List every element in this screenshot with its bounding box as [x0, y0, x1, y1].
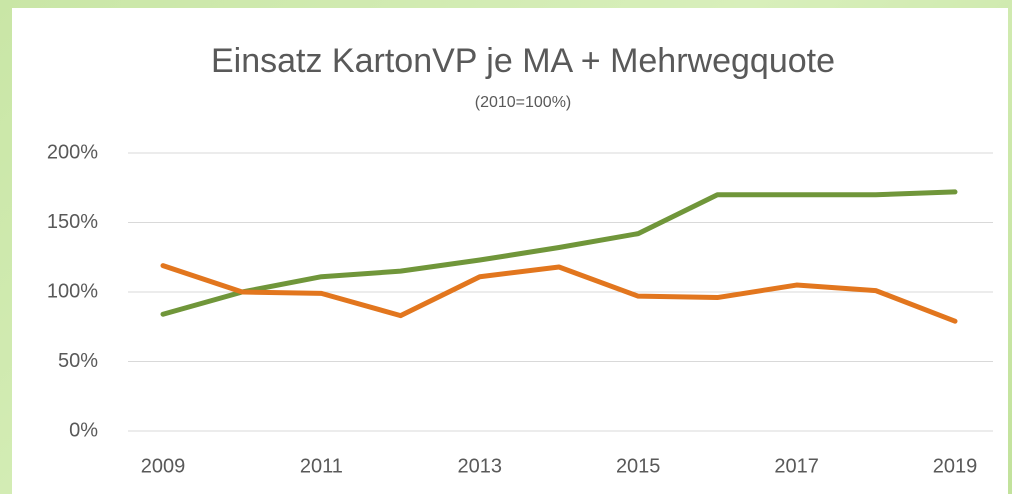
chart-title: Einsatz KartonVP je MA + Mehrwegquote — [211, 42, 835, 80]
data-line — [160, 263, 958, 324]
x-tick-label: 2013 — [458, 455, 503, 477]
y-tick-label: 50% — [58, 350, 98, 372]
y-tick-label: 200% — [47, 141, 98, 163]
x-tick-label: 2019 — [933, 455, 978, 477]
data-line — [160, 189, 958, 317]
y-tick-label: 100% — [47, 280, 98, 302]
x-tick-label: 2015 — [616, 455, 661, 477]
x-tick-label: 2017 — [774, 455, 819, 477]
x-tick-label: 2009 — [141, 455, 186, 477]
y-tick-label: 0% — [69, 419, 98, 441]
chart-area — [12, 8, 1008, 494]
y-tick-label: 150% — [47, 211, 98, 233]
chart-subtitle: (2010=100%) — [475, 94, 572, 111]
x-tick-label: 2011 — [300, 455, 343, 477]
